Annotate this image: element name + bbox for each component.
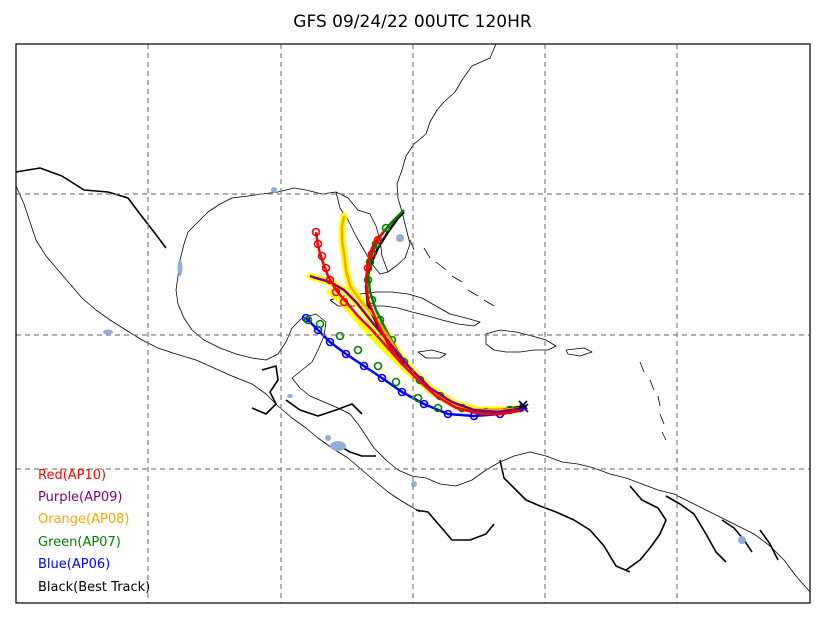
legend-item-purple: Purple(AP09) — [38, 490, 123, 505]
south-america-coast — [425, 451, 810, 593]
track-blue-ap06 — [301, 313, 525, 421]
us-east-coast — [175, 44, 497, 379]
cuba — [329, 291, 481, 327]
gridlines — [16, 44, 810, 603]
legend-item-red: Red(AP10) — [38, 468, 107, 483]
map-title: GFS 09/24/22 00UTC 120HR — [293, 12, 532, 32]
track-red-ap10 — [311, 227, 525, 416]
track-best — [364, 211, 527, 412]
legend-item-green: Green(AP07) — [38, 535, 121, 550]
legend-item-blue: Blue(AP06) — [38, 557, 111, 572]
jamaica — [417, 349, 447, 359]
legend-item-black: Black(Best Track) — [38, 580, 151, 595]
lakes — [103, 187, 746, 544]
central-america — [16, 185, 421, 513]
track-green-ap07 — [363, 209, 525, 417]
map-frame — [15, 43, 811, 604]
hispaniola — [485, 329, 557, 353]
start-markers — [518, 400, 529, 413]
legend-item-orange: Orange(AP08) — [38, 512, 130, 527]
borders — [16, 167, 779, 573]
